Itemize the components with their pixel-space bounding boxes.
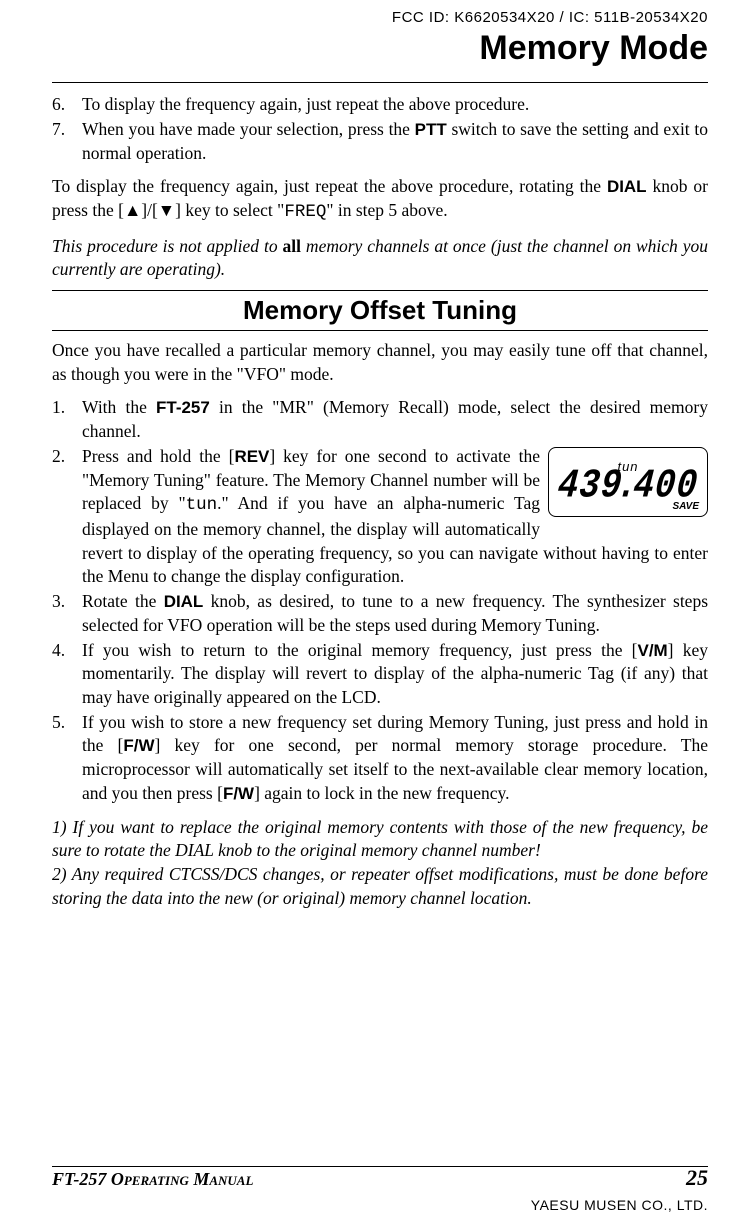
list-body: Rotate the DIAL knob, as desired, to tun…: [82, 590, 708, 638]
note-italic-2: 1) If you want to replace the original m…: [52, 816, 708, 911]
rule-top: [52, 82, 708, 83]
list-number: 6.: [52, 93, 82, 117]
list-number: 2.: [52, 445, 82, 589]
list-body: If you wish to return to the original me…: [82, 639, 708, 710]
list-body: If you wish to store a new frequency set…: [82, 711, 708, 806]
list-item: 6.To display the frequency again, just r…: [52, 93, 708, 117]
list-item: 3.Rotate the DIAL knob, as desired, to t…: [52, 590, 708, 638]
list-item: 2.tun439.400SAVEPress and hold the [REV]…: [52, 445, 708, 589]
lcd-save-label: SAVE: [673, 500, 700, 514]
list-number: 5.: [52, 711, 82, 806]
list-body: With the FT-257 in the "MR" (Memory Reca…: [82, 396, 708, 444]
note-italic-1: This procedure is not applied to all mem…: [52, 235, 708, 282]
footer-left: FT-257 Operating Manual: [52, 1167, 253, 1191]
fcc-id-line: FCC ID: K6620534X20 / IC: 511B-20534X20: [52, 8, 708, 28]
lcd-display: tun439.400SAVE: [548, 447, 708, 517]
list-item: 4.If you wish to return to the original …: [52, 639, 708, 710]
list-item: 5.If you wish to store a new frequency s…: [52, 711, 708, 806]
list-body: When you have made your selection, press…: [82, 118, 708, 166]
section-heading-wrap: Memory Offset Tuning: [52, 290, 708, 331]
section-heading: Memory Offset Tuning: [52, 293, 708, 328]
procedure-list-2: 1.With the FT-257 in the "MR" (Memory Re…: [52, 396, 708, 805]
page-title: Memory Mode: [52, 26, 708, 72]
list-number: 4.: [52, 639, 82, 710]
list-item: 1.With the FT-257 in the "MR" (Memory Re…: [52, 396, 708, 444]
list-number: 3.: [52, 590, 82, 638]
footer-model: FT-257: [52, 1169, 106, 1189]
footer-page-number: 25: [686, 1163, 708, 1193]
list-number: 1.: [52, 396, 82, 444]
paragraph-dial: To display the frequency again, just rep…: [52, 175, 708, 225]
list-body: tun439.400SAVEPress and hold the [REV] k…: [82, 445, 708, 589]
footer-manual-label: Operating Manual: [106, 1169, 253, 1189]
footer-company: YAESU MUSEN CO., LTD.: [531, 1196, 708, 1215]
list-number: 7.: [52, 118, 82, 166]
procedure-list-1: 6.To display the frequency again, just r…: [52, 93, 708, 165]
paragraph-intro: Once you have recalled a particular memo…: [52, 339, 708, 386]
page-footer: FT-257 Operating Manual 25: [52, 1163, 708, 1193]
list-body: To display the frequency again, just rep…: [82, 93, 708, 117]
list-item: 7.When you have made your selection, pre…: [52, 118, 708, 166]
